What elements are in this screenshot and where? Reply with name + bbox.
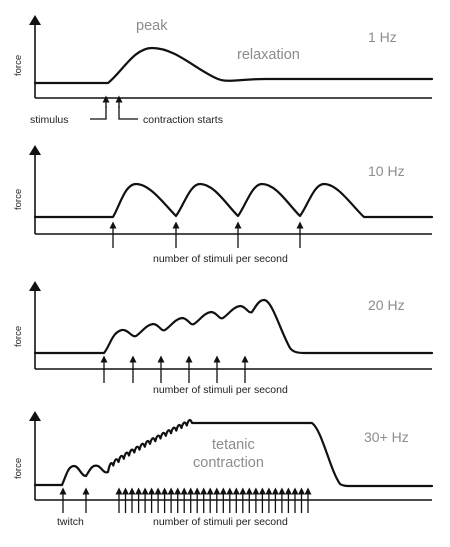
y-axis-label: force — [13, 326, 24, 347]
stimuli-caption: number of stimuli per second — [153, 384, 288, 396]
y-axis-label: force — [13, 55, 24, 76]
contraction-pointer — [118, 106, 138, 120]
incomplete-tetanus-curve — [33, 298, 434, 355]
contraction-starts-label: contraction starts — [143, 114, 223, 126]
stimuli-caption: number of stimuli per second — [153, 253, 288, 265]
tetanus-curve — [33, 418, 434, 488]
tetanic-label: tetanic — [212, 437, 255, 453]
panel-30hz: force tetanic contraction 30+ Hz twitch … — [13, 411, 434, 528]
panel-1hz: force peak relaxation 1 Hz stimulus cont… — [13, 15, 434, 126]
panel-10hz: force 10 Hz number of stimuli per second — [13, 145, 434, 265]
summation-curve — [33, 182, 434, 219]
stimulus-pointer — [90, 106, 107, 120]
relaxation-label: relaxation — [237, 47, 300, 63]
stimuli-caption: number of stimuli per second — [153, 516, 288, 528]
frequency-label: 10 Hz — [368, 163, 405, 179]
contraction-label: contraction — [193, 455, 264, 471]
twitch-label: twitch — [57, 516, 84, 528]
y-axis-label: force — [13, 189, 24, 210]
stimulus-label: stimulus — [30, 114, 69, 126]
peak-label: peak — [136, 18, 168, 34]
dense-stimuli-group — [115, 487, 312, 513]
y-axis-label: force — [13, 458, 24, 479]
frequency-label: 1 Hz — [368, 29, 397, 45]
twitch-curve — [33, 46, 434, 85]
frequency-label: 30+ Hz — [364, 429, 409, 445]
panel-20hz: force 20 Hz number of stimuli per second — [13, 281, 434, 396]
frequency-label: 20 Hz — [368, 297, 405, 313]
